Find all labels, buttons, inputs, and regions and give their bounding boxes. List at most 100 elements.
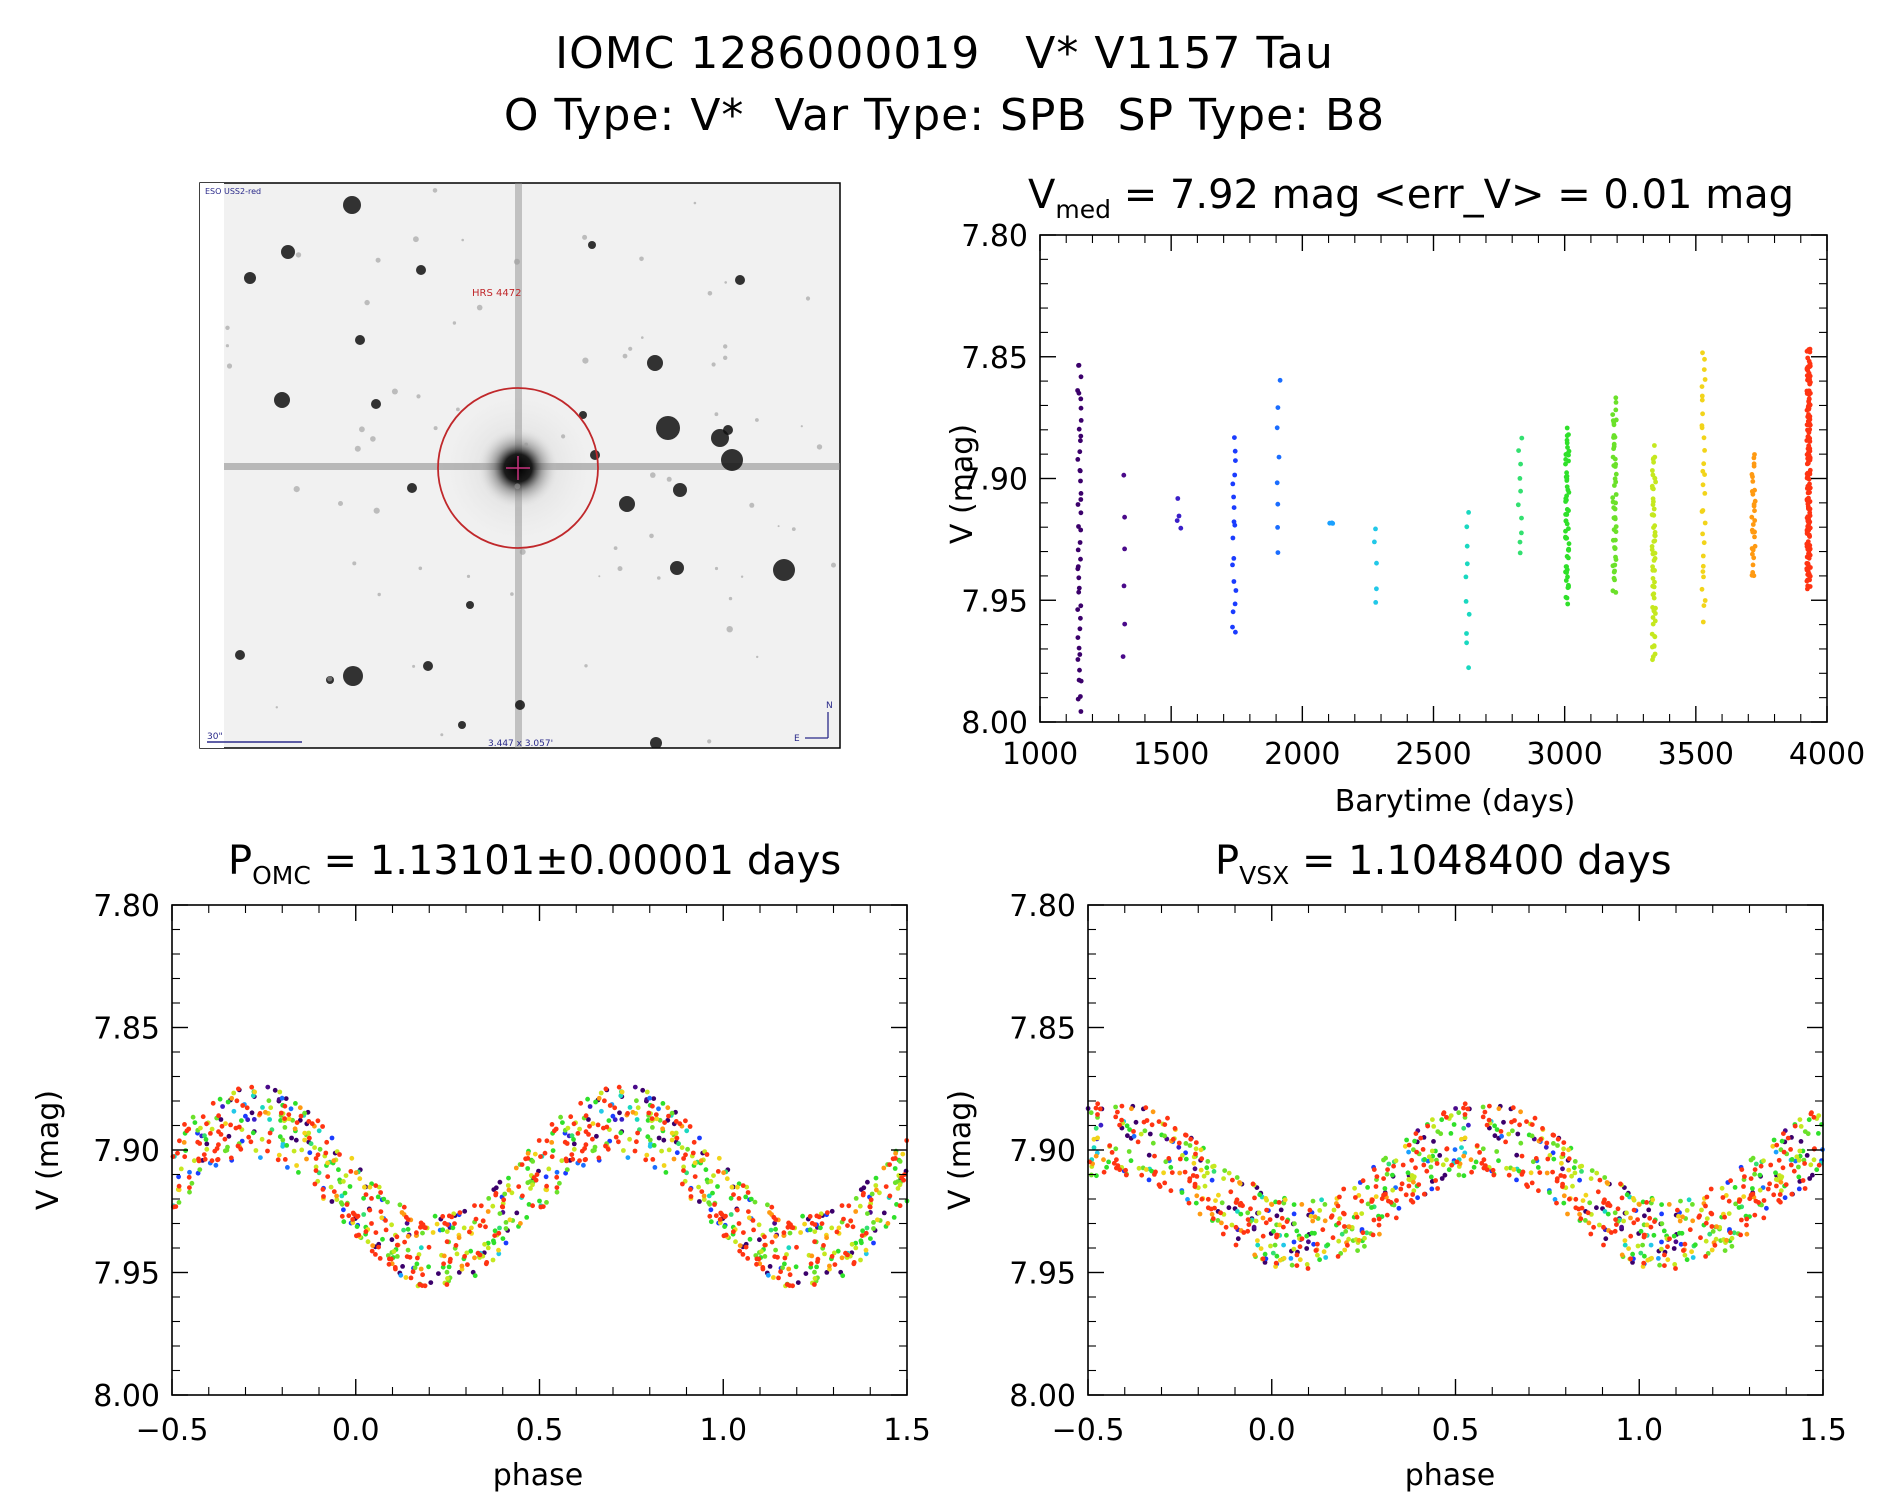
phase-omc-point <box>534 1172 540 1177</box>
lightcurve-point <box>1466 611 1472 617</box>
lightcurve-point <box>1700 563 1706 569</box>
phase-vsx-point <box>1570 1183 1575 1189</box>
phase-vsx-point <box>1269 1202 1275 1207</box>
lightcurve-point <box>1078 603 1084 609</box>
phase-vsx-point <box>1588 1231 1594 1237</box>
phase-vsx-point <box>1816 1131 1821 1136</box>
phase-vsx-point <box>1798 1124 1804 1129</box>
phase-omc-point <box>846 1203 852 1209</box>
phase-omc-point <box>228 1155 234 1161</box>
phase-vsx-point <box>1183 1150 1188 1156</box>
phase-vsx-point <box>1104 1164 1109 1170</box>
phase-vsx-point <box>1385 1167 1390 1172</box>
phase-omc-point <box>881 1210 887 1216</box>
phase-omc-point <box>212 1148 218 1154</box>
phase-omc-point <box>661 1163 667 1168</box>
phase-omc-point <box>236 1086 241 1092</box>
phase-omc-point <box>393 1266 398 1272</box>
phase-vsx-point <box>1713 1236 1719 1242</box>
lightcurve-point <box>1750 479 1756 484</box>
phase-vsx-point <box>1630 1260 1635 1265</box>
phase-vsx-point <box>1270 1250 1276 1256</box>
phase-vsx-point <box>1624 1192 1630 1198</box>
phase-omc-title-rest: = 1.13101±0.00001 days <box>311 838 841 884</box>
phase-vsx-point <box>1519 1172 1525 1177</box>
phase-vsx-point <box>1707 1231 1713 1237</box>
phase-vsx-point <box>1806 1117 1812 1123</box>
phase-omc-point <box>472 1255 477 1261</box>
phase-omc-point <box>858 1187 864 1192</box>
lightcurve-point <box>1078 556 1083 562</box>
phase-omc-point <box>394 1242 400 1248</box>
lightcurve-point <box>1232 448 1238 454</box>
phase-vsx-xtick-label: 1.5 <box>1799 1413 1847 1448</box>
phase-vsx-point <box>1365 1185 1370 1190</box>
phase-omc-point <box>503 1220 509 1225</box>
phase-omc-point <box>249 1110 255 1116</box>
phase-omc-point <box>190 1114 196 1120</box>
phase-vsx-point <box>1511 1167 1517 1172</box>
faint-star <box>359 426 365 433</box>
phase-omc-point <box>445 1276 450 1281</box>
phase-vsx-point <box>1602 1175 1608 1180</box>
phase-omc-point <box>762 1254 768 1259</box>
phase-vsx-point <box>1684 1208 1690 1213</box>
phase-vsx-point <box>1198 1167 1204 1173</box>
phase-omc-point <box>877 1190 882 1196</box>
phase-omc-point <box>669 1110 675 1116</box>
phase-vsx-point <box>1577 1177 1582 1183</box>
phase-omc-point <box>484 1260 490 1265</box>
phase-vsx-point <box>1291 1211 1297 1217</box>
phase-omc-point <box>379 1215 385 1221</box>
phase-omc-point <box>741 1230 746 1235</box>
phase-omc-point <box>198 1125 203 1131</box>
phase-omc-frame <box>171 904 908 1396</box>
phase-vsx-point <box>1816 1162 1822 1168</box>
phase-vsx-point <box>1274 1232 1280 1238</box>
lightcurve-point <box>1517 539 1523 545</box>
phase-omc-point <box>604 1124 610 1130</box>
phase-omc-point <box>563 1156 569 1162</box>
phase-omc-point <box>745 1190 751 1195</box>
phase-omc-point <box>418 1224 423 1230</box>
phase-vsx-point <box>1686 1197 1692 1203</box>
phase-omc-point <box>809 1220 815 1226</box>
phase-vsx-point <box>1123 1167 1128 1173</box>
phase-omc-point <box>610 1113 616 1119</box>
phase-omc-point <box>773 1226 778 1232</box>
lightcurve-point <box>1611 505 1617 511</box>
phase-omc-point <box>537 1198 542 1204</box>
phase-vsx-point <box>1671 1233 1677 1239</box>
faint-star <box>514 483 521 490</box>
phase-vsx-point <box>1305 1266 1311 1271</box>
phase-vsx-point <box>1676 1213 1681 1219</box>
phase-omc-point <box>454 1251 460 1257</box>
phase-omc-point <box>554 1174 560 1180</box>
field-star <box>371 399 381 409</box>
phase-vsx-point <box>1176 1144 1182 1150</box>
phase-vsx-point <box>1729 1243 1735 1249</box>
phase-omc-point <box>432 1213 438 1219</box>
phase-vsx-point <box>1133 1119 1139 1125</box>
phase-vsx-point <box>1291 1202 1297 1207</box>
lightcurve-point <box>1463 574 1469 580</box>
phase-vsx-point <box>1459 1145 1464 1150</box>
phase-omc-point <box>712 1202 717 1207</box>
phase-omc-point <box>316 1128 322 1134</box>
phase-vsx-point <box>1503 1139 1508 1145</box>
phase-vsx-point <box>1320 1227 1326 1233</box>
phase-vsx-point <box>1682 1241 1688 1247</box>
phase-omc-point <box>450 1225 456 1231</box>
phase-vsx-point <box>1342 1224 1347 1229</box>
phase-vsx-point <box>1199 1196 1205 1202</box>
phase-omc-point <box>829 1225 835 1231</box>
phase-vsx-point <box>1689 1249 1694 1255</box>
phase-vsx-point <box>1131 1129 1136 1134</box>
phase-omc-point <box>385 1199 390 1205</box>
phase-vsx-point <box>1262 1251 1268 1257</box>
lightcurve-point <box>1231 579 1237 584</box>
phase-vsx-point <box>1536 1188 1541 1194</box>
phase-vsx-point <box>1228 1189 1234 1195</box>
phase-vsx-point <box>1644 1222 1650 1228</box>
lightcurve-point <box>1233 629 1238 635</box>
